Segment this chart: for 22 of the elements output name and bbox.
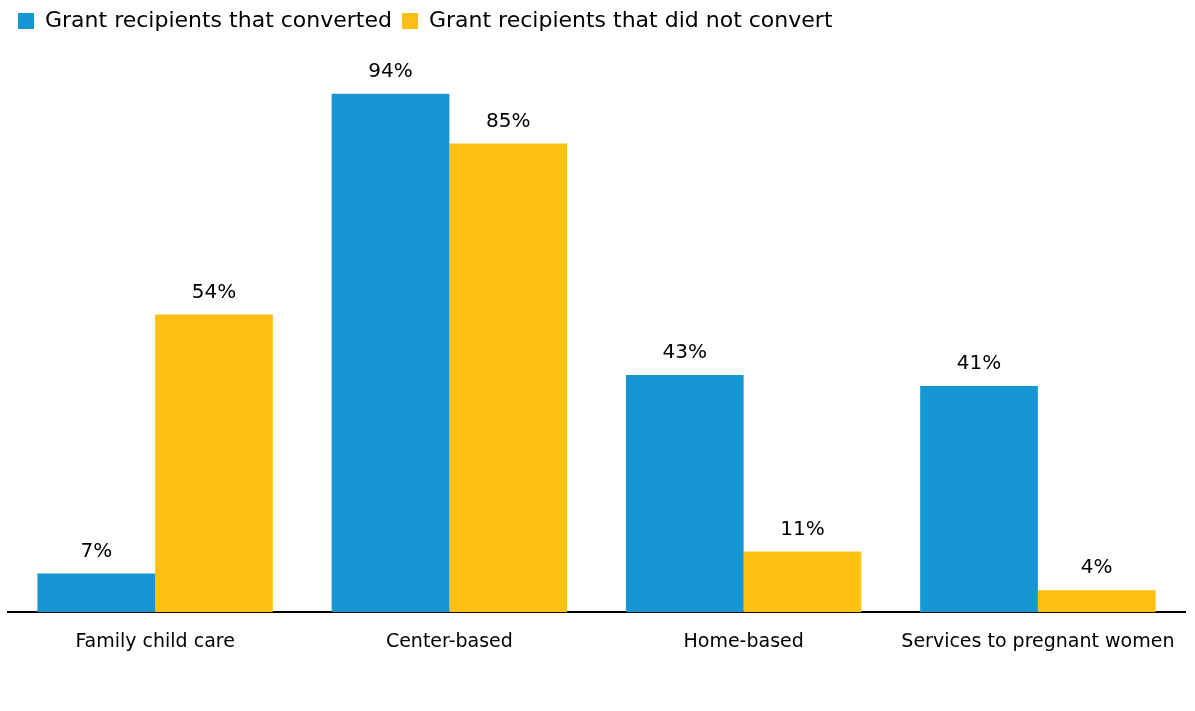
- bar: [625, 375, 744, 613]
- bar: [1037, 590, 1156, 613]
- bar: [743, 551, 862, 613]
- data-label: 41%: [956, 350, 1002, 375]
- bar: [449, 143, 568, 613]
- bar: [331, 93, 450, 613]
- data-label: 7%: [80, 537, 113, 562]
- bar: [155, 314, 273, 613]
- bar: [37, 573, 156, 613]
- data-label: 43%: [662, 339, 707, 364]
- legend-label: Grant recipients that converted: [45, 6, 392, 32]
- bar: [920, 386, 1038, 613]
- legend-label: Grant recipients that did not convert: [428, 6, 833, 32]
- data-label: 54%: [191, 278, 237, 303]
- data-label: 4%: [1080, 554, 1113, 579]
- data-label: 94%: [368, 58, 413, 83]
- x-tick-label: Services to pregnant women: [901, 628, 1175, 651]
- x-tick-label: Home-based: [683, 628, 804, 651]
- data-label: 11%: [780, 515, 825, 540]
- data-label: 85%: [486, 107, 531, 132]
- x-tick-label: Center-based: [385, 628, 513, 651]
- x-tick-label: Family child care: [75, 628, 235, 651]
